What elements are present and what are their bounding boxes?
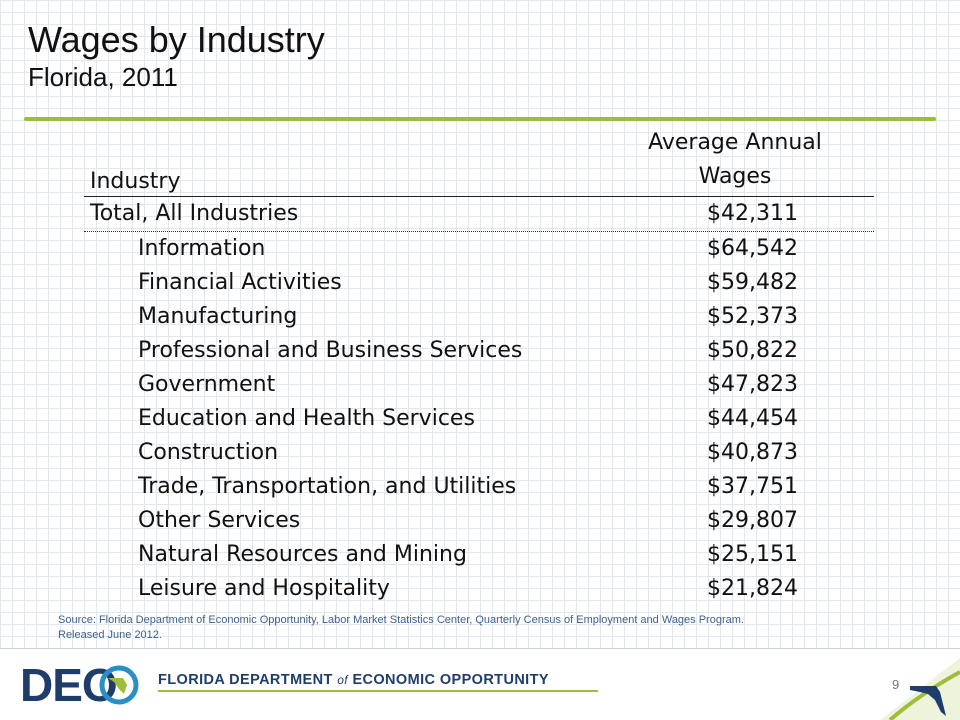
table-row-total: Total, All Industries $42,311	[84, 197, 874, 232]
org-name-part1: FLORIDA DEPARTMENT	[158, 672, 333, 688]
row-wage: $42,311	[707, 201, 798, 226]
source-line-2: Released June 2012.	[58, 629, 162, 641]
row-industry: Natural Resources and Mining	[138, 542, 467, 567]
row-wage: $64,542	[707, 236, 798, 261]
table-row: Other Services $29,807	[84, 504, 874, 538]
row-wage: $37,751	[707, 474, 798, 499]
row-industry: Leisure and Hospitality	[138, 576, 390, 601]
row-industry: Trade, Transportation, and Utilities	[138, 474, 517, 499]
table-row: Construction $40,873	[84, 436, 874, 470]
row-wage: $47,823	[707, 372, 798, 397]
header-wages-line2: Wages	[698, 164, 772, 189]
table-row: Leisure and Hospitality $21,824	[84, 572, 874, 606]
footer-bar	[0, 648, 960, 720]
row-industry: Financial Activities	[138, 270, 342, 295]
wages-table: Industry Average Annual Wages Total, All…	[84, 128, 874, 606]
table-row: Professional and Business Services $50,8…	[84, 334, 874, 368]
table-row: Government $47,823	[84, 368, 874, 402]
row-industry: Education and Health Services	[138, 406, 475, 431]
row-industry: Manufacturing	[138, 304, 298, 329]
row-industry: Construction	[138, 440, 279, 465]
table-row: Trade, Transportation, and Utilities $37…	[84, 470, 874, 504]
table-header: Industry Average Annual Wages	[84, 128, 874, 197]
row-wage: $21,824	[707, 576, 798, 601]
table-row: Manufacturing $52,373	[84, 300, 874, 334]
row-industry: Government	[138, 372, 276, 397]
title-block: Wages by Industry Florida, 2011	[28, 18, 325, 92]
org-name-part2: ECONOMIC OPPORTUNITY	[352, 672, 549, 688]
org-name: FLORIDA DEPARTMENT of ECONOMIC OPPORTUNI…	[158, 672, 549, 688]
slide-title: Wages by Industry	[28, 19, 325, 60]
row-wage: $25,151	[707, 542, 798, 567]
table-row: Natural Resources and Mining $25,151	[84, 538, 874, 572]
table-row: Information $64,542	[84, 232, 874, 266]
row-wage: $59,482	[707, 270, 798, 295]
page-number: 9	[892, 677, 900, 692]
row-industry: Information	[138, 236, 266, 261]
title-divider	[24, 117, 936, 121]
row-wage: $50,822	[707, 338, 798, 363]
row-wage: $52,373	[707, 304, 798, 329]
row-industry: Professional and Business Services	[138, 338, 523, 363]
row-industry: Total, All Industries	[90, 201, 299, 226]
footer-divider	[0, 648, 960, 649]
org-name-of: of	[337, 673, 348, 687]
row-wage: $40,873	[707, 440, 798, 465]
source-line-1: Source: Florida Department of Economic O…	[58, 614, 744, 626]
row-industry: Other Services	[138, 508, 301, 533]
row-wage: $29,807	[707, 508, 798, 533]
header-industry: Industry	[90, 169, 181, 194]
row-wage: $44,454	[707, 406, 798, 431]
org-name-underline	[158, 690, 598, 692]
source-note: Source: Florida Department of Economic O…	[58, 613, 918, 643]
slide-subtitle: Florida, 2011	[28, 62, 178, 92]
deo-logo: DEO	[20, 659, 139, 708]
header-wages-line1: Average Annual	[648, 130, 822, 155]
header-wages: Average Annual Wages	[640, 126, 830, 194]
table-row: Financial Activities $59,482	[84, 266, 874, 300]
florida-shape-icon	[880, 658, 960, 720]
table-row: Education and Health Services $44,454	[84, 402, 874, 436]
